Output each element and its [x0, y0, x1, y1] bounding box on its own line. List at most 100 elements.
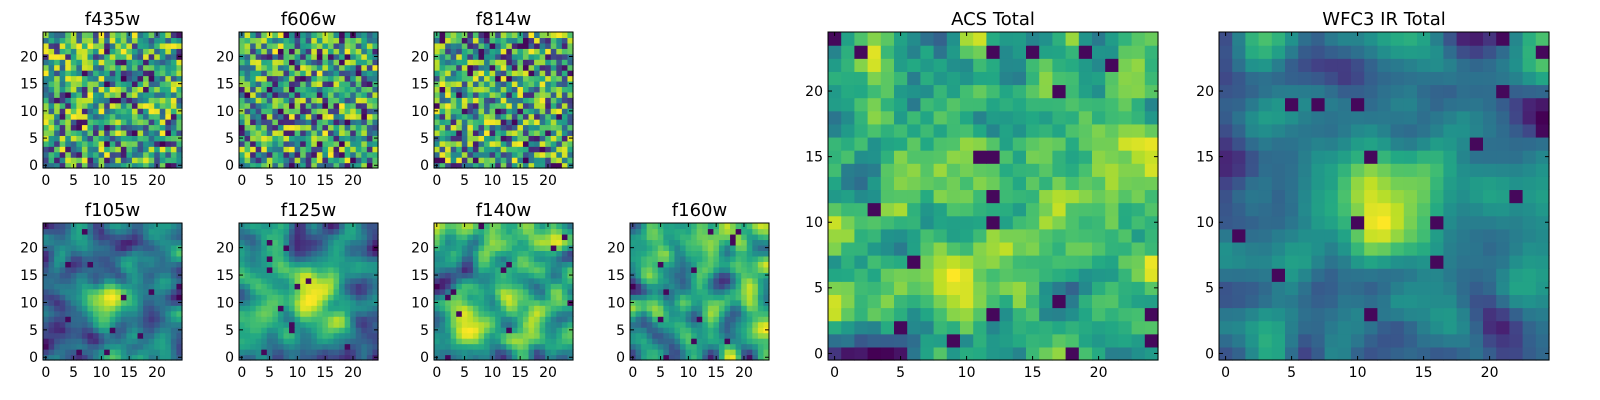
- heatmap-cell: [757, 233, 765, 241]
- heatmap-cell: [556, 32, 563, 39]
- heatmap-cell: [322, 272, 329, 279]
- heatmap-cell: [506, 113, 513, 120]
- heatmap-cell: [528, 250, 535, 257]
- heatmap-cell: [126, 316, 133, 323]
- heatmap-cell: [478, 354, 485, 361]
- heatmap-cell: [545, 338, 552, 345]
- heatmap-cell: [93, 124, 100, 131]
- heatmap-cell: [567, 261, 574, 268]
- heatmap-cell: [81, 135, 89, 142]
- heatmap-cell: [327, 321, 335, 328]
- heatmap-cell: [461, 327, 468, 334]
- heatmap-cell: [294, 310, 301, 317]
- heatmap-cell: [143, 119, 150, 126]
- heatmap-cell: [372, 157, 379, 164]
- heatmap-cell: [741, 277, 748, 284]
- heatmap-cell: [294, 244, 301, 251]
- heatmap-cell: [841, 176, 855, 191]
- heatmap-cell: [757, 316, 765, 323]
- heatmap-cell: [355, 223, 362, 230]
- heatmap-cell: [137, 250, 144, 257]
- heatmap-cell: [495, 37, 502, 44]
- heatmap-cell: [461, 119, 468, 126]
- heatmap-cell: [674, 349, 681, 356]
- heatmap-cell: [81, 288, 89, 295]
- heatmap-cell: [696, 299, 703, 306]
- heatmap-cell: [350, 250, 357, 257]
- heatmap-cell: [81, 113, 89, 120]
- heatmap-cell: [1065, 281, 1080, 295]
- heatmap-cell: [266, 338, 273, 345]
- heatmap-cell: [894, 202, 908, 217]
- heatmap-cell: [894, 228, 908, 243]
- heatmap-cell: [93, 349, 100, 356]
- heatmap-cell: [355, 64, 362, 71]
- heatmap-cell: [126, 277, 133, 284]
- heatmap-cell: [93, 321, 100, 328]
- heatmap-cell: [339, 266, 346, 273]
- heatmap-cell: [752, 354, 759, 361]
- heatmap-cell: [333, 223, 340, 230]
- heatmap-cell: [48, 119, 55, 126]
- x-tick-label: 10: [483, 365, 501, 381]
- heatmap-cell: [450, 233, 457, 241]
- heatmap-cell: [450, 59, 457, 66]
- heatmap-cell: [539, 162, 546, 169]
- heatmap-cell: [300, 48, 307, 55]
- heatmap-cell: [933, 163, 948, 177]
- heatmap-cell: [489, 239, 496, 246]
- heatmap-cell: [250, 250, 257, 257]
- heatmap-cell: [266, 124, 273, 131]
- heatmap-cell: [439, 261, 446, 268]
- heatmap-cell: [907, 320, 921, 335]
- heatmap-cell: [652, 305, 659, 312]
- heatmap-cell: [104, 37, 111, 44]
- heatmap-cell: [1078, 281, 1093, 295]
- heatmap-cell: [316, 233, 323, 241]
- heatmap-cell: [1012, 333, 1027, 348]
- heatmap-cell: [289, 108, 296, 115]
- heatmap-cell: [545, 135, 552, 142]
- heatmap-cell: [1105, 189, 1119, 204]
- heatmap-cell: [165, 316, 172, 323]
- heatmap-cell: [239, 321, 246, 328]
- heatmap-cell: [109, 157, 116, 164]
- heatmap-cell: [746, 233, 753, 241]
- heatmap-cell: [1144, 281, 1159, 295]
- heatmap-cell: [534, 310, 541, 317]
- heatmap-cell: [746, 332, 753, 339]
- heatmap-cell: [289, 288, 296, 295]
- heatmap-cell: [283, 321, 290, 328]
- heatmap-cell: [545, 272, 552, 279]
- heatmap-cell: [322, 157, 329, 164]
- heatmap-cell: [478, 80, 485, 87]
- heatmap-cell: [165, 343, 172, 350]
- heatmap-cell: [450, 266, 457, 273]
- heatmap-cell: [506, 48, 513, 55]
- heatmap-cell: [244, 157, 251, 164]
- heatmap-cell: [556, 343, 563, 350]
- heatmap-cell: [500, 283, 507, 290]
- heatmap-cell: [300, 75, 307, 82]
- heatmap-cell: [484, 59, 491, 66]
- heatmap-cell: [81, 316, 89, 323]
- heatmap-cell: [176, 305, 183, 312]
- heatmap-cell: [366, 135, 374, 142]
- heatmap-cell: [170, 135, 178, 142]
- heatmap-cell: [272, 316, 279, 323]
- heatmap-cell: [718, 283, 726, 290]
- heatmap-cell: [854, 307, 869, 322]
- heatmap-cell: [87, 349, 94, 356]
- heatmap-cell: [450, 349, 457, 356]
- heatmap-cell: [657, 343, 664, 350]
- heatmap-cell: [170, 80, 178, 87]
- heatmap-cell: [1052, 189, 1067, 204]
- heatmap-cell: [534, 108, 541, 115]
- heatmap-cell: [434, 343, 441, 350]
- heatmap-cell: [316, 228, 323, 235]
- heatmap-cell: [506, 261, 513, 268]
- heatmap-cell: [81, 48, 89, 55]
- heatmap-cell: [120, 338, 127, 345]
- heatmap-cell: [126, 261, 133, 268]
- heatmap-cell: [630, 294, 637, 301]
